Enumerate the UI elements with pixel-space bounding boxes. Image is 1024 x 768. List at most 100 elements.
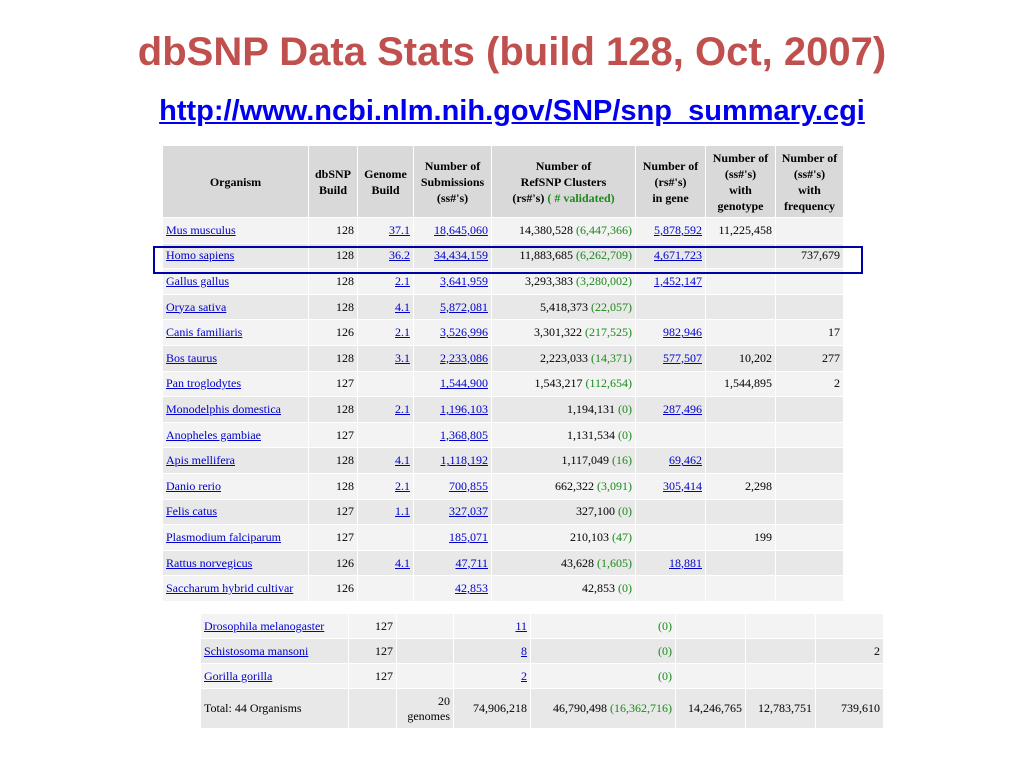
cell-link[interactable]: 34,434,159 [434, 248, 488, 263]
data-row: Felis catus 127 1.1 327,037 327,100 (0) [162, 498, 844, 526]
cell-text: 42,853 [582, 581, 615, 596]
cell-text: 2,298 [745, 478, 772, 493]
cell-text: 737,679 [801, 248, 840, 263]
cell-link[interactable]: Gorilla gorilla [204, 668, 273, 683]
cell-link[interactable]: 5,872,081 [440, 299, 488, 314]
cell-link[interactable]: 577,507 [663, 350, 702, 365]
cell-text: 128 [336, 273, 354, 288]
cell-link[interactable]: Canis familiaris [166, 325, 243, 340]
cell-link[interactable]: 1,452,147 [654, 273, 702, 288]
cell-link[interactable]: 69,462 [669, 453, 702, 468]
cell-text: 128 [336, 248, 354, 263]
cell-link[interactable]: 1,118,192 [440, 453, 488, 468]
cell-link[interactable]: 287,496 [663, 401, 702, 416]
cell-text: 127 [375, 618, 393, 633]
cell-link[interactable]: 2.1 [395, 325, 410, 340]
cell-link[interactable]: 4.1 [395, 299, 410, 314]
cell-link[interactable]: 2.1 [395, 478, 410, 493]
cell-link[interactable]: 305,414 [663, 478, 702, 493]
cell: 2,223,033 (14,371) [491, 344, 636, 372]
cell: 8 [453, 638, 531, 664]
data-row: Anopheles gambiae 127 1,368,805 1,131,534 (… [162, 421, 844, 449]
cell-link[interactable]: Monodelphis domestica [166, 401, 281, 416]
cell-text: 199 [754, 529, 772, 544]
cell-link[interactable]: 18,645,060 [434, 222, 488, 237]
cell-link[interactable]: Mus musculus [166, 222, 236, 237]
cell-link[interactable]: 185,071 [449, 529, 488, 544]
cell-link[interactable]: Anopheles gambiae [166, 427, 261, 442]
cell-link[interactable]: 2.1 [395, 401, 410, 416]
cell-link[interactable]: 3,526,996 [440, 325, 488, 340]
cell-link[interactable]: Saccharum hybrid cultivar [166, 581, 294, 596]
cell-link[interactable]: 2 [521, 668, 527, 683]
cell-link[interactable]: 2,233,086 [440, 350, 488, 365]
cell-link[interactable]: 8 [521, 643, 527, 658]
cell-link[interactable]: 2.1 [395, 273, 410, 288]
cell: 128 [308, 396, 358, 423]
cell-link[interactable]: 11 [515, 618, 527, 633]
cell [635, 524, 706, 551]
cell-link[interactable]: 36.2 [389, 248, 410, 263]
cell-link[interactable]: Oryza sativa [166, 299, 227, 314]
cell-link[interactable]: 1.1 [395, 504, 410, 519]
cell-link[interactable]: 1,196,103 [440, 401, 488, 416]
cell-text: 1,131,534 [567, 427, 615, 442]
cell: 4.1 [357, 293, 414, 321]
cell [775, 396, 844, 423]
cell: 1,118,192 [413, 447, 492, 474]
cell-link[interactable]: 3.1 [395, 350, 410, 365]
cell: 2.1 [357, 472, 414, 500]
cell: 37.1 [357, 217, 414, 244]
cell-link[interactable]: 5,878,592 [654, 222, 702, 237]
cell: 127 [308, 370, 358, 398]
cell: 74,906,218 [453, 688, 531, 729]
cell: 126 [308, 549, 358, 577]
cell-link[interactable]: 1,368,805 [440, 427, 488, 442]
cell-link[interactable]: 4.1 [395, 555, 410, 570]
cell-link[interactable]: 4.1 [395, 453, 410, 468]
cell-link[interactable]: Apis mellifera [166, 453, 235, 468]
cell: (0) [530, 663, 676, 689]
cell [396, 638, 454, 664]
cell: 126 [308, 319, 358, 346]
cell [357, 370, 414, 398]
validated-text: (0) [618, 504, 632, 519]
cell-link[interactable]: Danio rerio [166, 478, 221, 493]
cell-link[interactable]: 47,711 [455, 555, 488, 570]
cell-link[interactable]: 42,853 [455, 581, 488, 596]
cell [675, 638, 746, 664]
header-cell: Number of (ss#'s) with genotype [705, 145, 776, 218]
cell: 128 [308, 293, 358, 321]
data-row: Danio rerio 128 2.1 700,855 662,322 (3,091) 3… [162, 472, 844, 500]
cell [775, 447, 844, 474]
cell-link[interactable]: Gallus gallus [166, 273, 229, 288]
cell-link[interactable]: Rattus norvegicus [166, 555, 253, 570]
cell-link[interactable]: 327,037 [449, 504, 488, 519]
cell-link[interactable]: 4,671,723 [654, 248, 702, 263]
cell: 1.1 [357, 498, 414, 526]
cell-link[interactable]: Pan troglodytes [166, 376, 241, 391]
cell [775, 293, 844, 321]
cell-link[interactable]: 37.1 [389, 222, 410, 237]
cell-link[interactable]: Bos taurus [166, 350, 217, 365]
cell-link[interactable]: Felis catus [166, 504, 217, 519]
cell-link[interactable]: Schistosoma mansoni [204, 643, 309, 658]
cell-link[interactable]: 1,544,900 [440, 376, 488, 391]
cell-text: 277 [822, 350, 840, 365]
url-link[interactable]: http://www.ncbi.nlm.nih.gov/SNP/snp_summ… [159, 95, 865, 127]
cell-link[interactable]: Homo sapiens [166, 248, 235, 263]
cell-link[interactable]: 18,881 [669, 555, 702, 570]
cell-link[interactable]: 3,641,959 [440, 273, 488, 288]
cell-link[interactable]: Drosophila melanogaster [204, 618, 325, 633]
data-row: Canis familiaris 126 2.1 3,526,996 3,301,322… [162, 319, 844, 346]
header-text: Genome Build [364, 166, 407, 197]
cell-link[interactable]: Plasmodium falciparum [166, 529, 281, 544]
cell-link[interactable]: 700,855 [449, 478, 488, 493]
cell: 327,037 [413, 498, 492, 526]
cell: 17 [775, 319, 844, 346]
cell: 1,544,900 [413, 370, 492, 398]
data-row: Drosophila melanogaster 127 11 (0) [200, 613, 884, 639]
cell-link[interactable]: 982,946 [663, 325, 702, 340]
cell: 14,246,765 [675, 688, 746, 729]
